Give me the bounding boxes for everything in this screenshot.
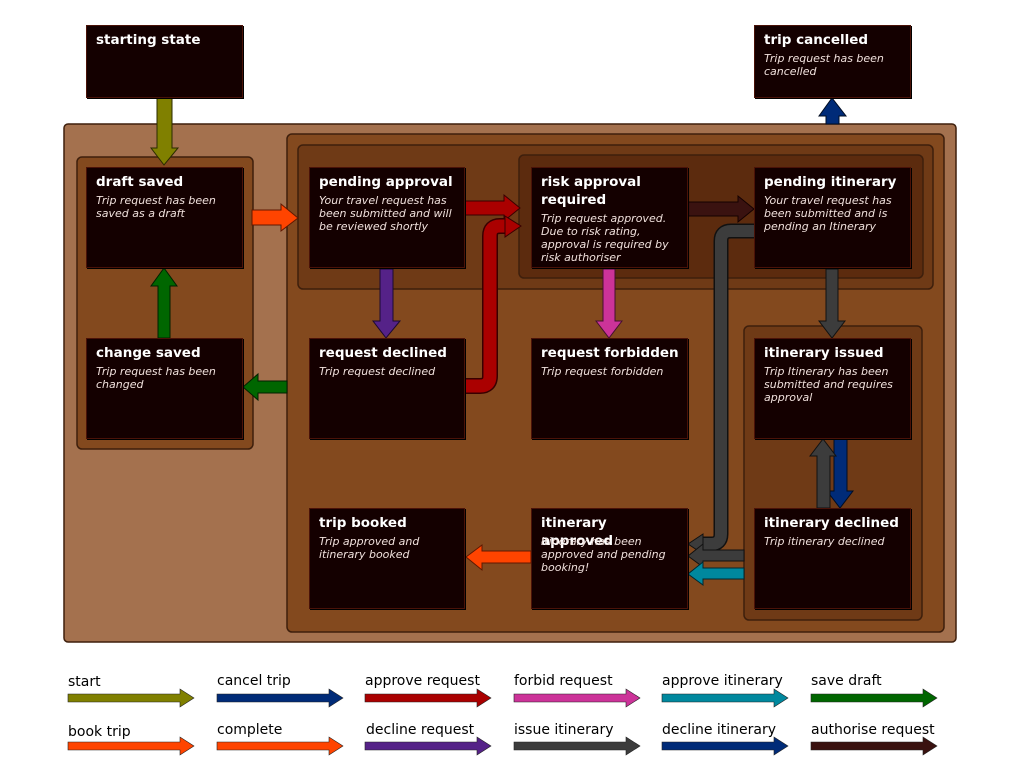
state-starting-state[interactable]: starting state bbox=[86, 25, 243, 98]
legend-label-decline-request: decline request bbox=[366, 722, 475, 738]
issue-itinerary-arrow bbox=[817, 268, 847, 339]
legend-label-issue-itinerary: issue itinerary bbox=[514, 722, 614, 738]
legend-label-approve-request: approve request bbox=[365, 673, 480, 689]
legend-label-start: start bbox=[68, 674, 101, 690]
state-itinerary-issued[interactable]: itinerary issued Trip Itinerary has been… bbox=[754, 338, 911, 439]
state-pending-approval[interactable]: pending approval Your travel request has… bbox=[309, 167, 465, 268]
save-draft-arrow bbox=[150, 267, 178, 339]
resubmit-arrow bbox=[504, 215, 522, 238]
legend-label-approve-itinerary: approve itinerary bbox=[662, 673, 783, 689]
authorise-request-arrow bbox=[687, 194, 755, 224]
legend-arrow-decline-itinerary bbox=[661, 736, 789, 756]
state-title: trip booked bbox=[319, 515, 407, 531]
state-description: Trip approved and itinerary booked bbox=[319, 535, 420, 561]
legend-label-book-trip: book trip bbox=[68, 724, 131, 740]
legend-arrow-decline-request bbox=[364, 736, 492, 756]
decline-request-arrow bbox=[371, 268, 402, 339]
legend-arrow-approve-itinerary bbox=[661, 688, 789, 708]
state-description: Trip request forbidden bbox=[541, 365, 664, 378]
book-trip-arrow bbox=[465, 544, 532, 572]
state-trip-cancelled[interactable]: trip cancelled Trip request has been can… bbox=[754, 25, 911, 98]
state-title: trip cancelled bbox=[764, 32, 869, 48]
state-description: Your travel request has been submitted a… bbox=[764, 194, 892, 233]
state-title: risk approval required bbox=[541, 174, 641, 208]
state-title: itinerary approved bbox=[541, 515, 613, 549]
forbid-request-arrow bbox=[594, 268, 624, 339]
legend-arrow-issue-itinerary bbox=[513, 736, 641, 756]
state-trip-booked[interactable]: trip booked Trip approved and itinerary … bbox=[309, 508, 465, 609]
state-title: request declined bbox=[319, 345, 447, 361]
state-request-declined[interactable]: request declined Trip request declined bbox=[309, 338, 465, 439]
edit-arrow bbox=[242, 372, 288, 402]
legend-label-forbid-request: forbid request bbox=[514, 673, 613, 689]
legend-arrow-approve-request bbox=[364, 688, 492, 708]
state-title: change saved bbox=[96, 345, 201, 361]
state-description: Trip request declined bbox=[319, 365, 436, 378]
state-description: Trip request approved. Due to risk ratin… bbox=[541, 212, 669, 264]
state-description: Trip itinerary declined bbox=[764, 535, 885, 548]
declined-to-approved-arrow bbox=[687, 542, 745, 568]
state-description: Trip Itinerary has been submitted and re… bbox=[764, 365, 893, 404]
legend-label-save-draft: save draft bbox=[811, 673, 882, 689]
reissue-itinerary-arrow bbox=[808, 438, 838, 509]
state-description: Itinerary has been approved and pending … bbox=[541, 535, 666, 574]
state-description: Trip request has been cancelled bbox=[764, 52, 884, 78]
approve-request-arrow bbox=[464, 193, 521, 223]
state-itinerary-approved[interactable]: itinerary approved Itinerary has been ap… bbox=[531, 508, 688, 609]
start-arrow bbox=[149, 97, 180, 166]
state-risk-approval-required[interactable]: risk approval required Trip request appr… bbox=[531, 167, 688, 268]
state-description: Your travel request has been submitted a… bbox=[319, 194, 452, 233]
state-title: itinerary declined bbox=[764, 515, 899, 531]
legend-arrow-save-draft bbox=[810, 688, 938, 708]
legend-arrow-forbid-request bbox=[513, 688, 641, 708]
decline-itinerary-arrow bbox=[825, 438, 855, 509]
approve-itinerary-arrow bbox=[687, 560, 745, 586]
complete-arrow bbox=[251, 202, 299, 233]
state-title: request forbidden bbox=[541, 345, 679, 361]
legend-label-authorise-request: authorise request bbox=[811, 722, 935, 738]
state-draft-saved[interactable]: draft saved Trip request has been saved … bbox=[86, 167, 243, 268]
state-pending-itinerary[interactable]: pending itinerary Your travel request ha… bbox=[754, 167, 911, 268]
state-title: itinerary issued bbox=[764, 345, 884, 361]
state-title: starting state bbox=[96, 32, 201, 48]
state-title: pending itinerary bbox=[764, 174, 897, 190]
state-description: Trip request has been changed bbox=[96, 365, 216, 391]
state-title: draft saved bbox=[96, 174, 184, 190]
state-request-forbidden[interactable]: request forbidden Trip request forbidden bbox=[531, 338, 688, 439]
legend-arrow-complete bbox=[216, 736, 344, 756]
legend-arrow-book-trip bbox=[67, 736, 195, 756]
legend-arrow-authorise-request bbox=[810, 736, 938, 756]
cancel-trip-arrow bbox=[818, 97, 848, 125]
legend-label-cancel-trip: cancel trip bbox=[217, 673, 291, 689]
state-itinerary-declined[interactable]: itinerary declined Trip itinerary declin… bbox=[754, 508, 911, 609]
legend-arrow-cancel-trip bbox=[216, 688, 344, 708]
legend-arrow-start bbox=[67, 688, 195, 708]
state-change-saved[interactable]: change saved Trip request has been chang… bbox=[86, 338, 243, 439]
state-title: pending approval bbox=[319, 174, 453, 190]
legend-label-decline-itinerary: decline itinerary bbox=[662, 722, 777, 738]
state-description: Trip request has been saved as a draft bbox=[96, 194, 216, 220]
legend-label-complete: complete bbox=[217, 722, 283, 738]
